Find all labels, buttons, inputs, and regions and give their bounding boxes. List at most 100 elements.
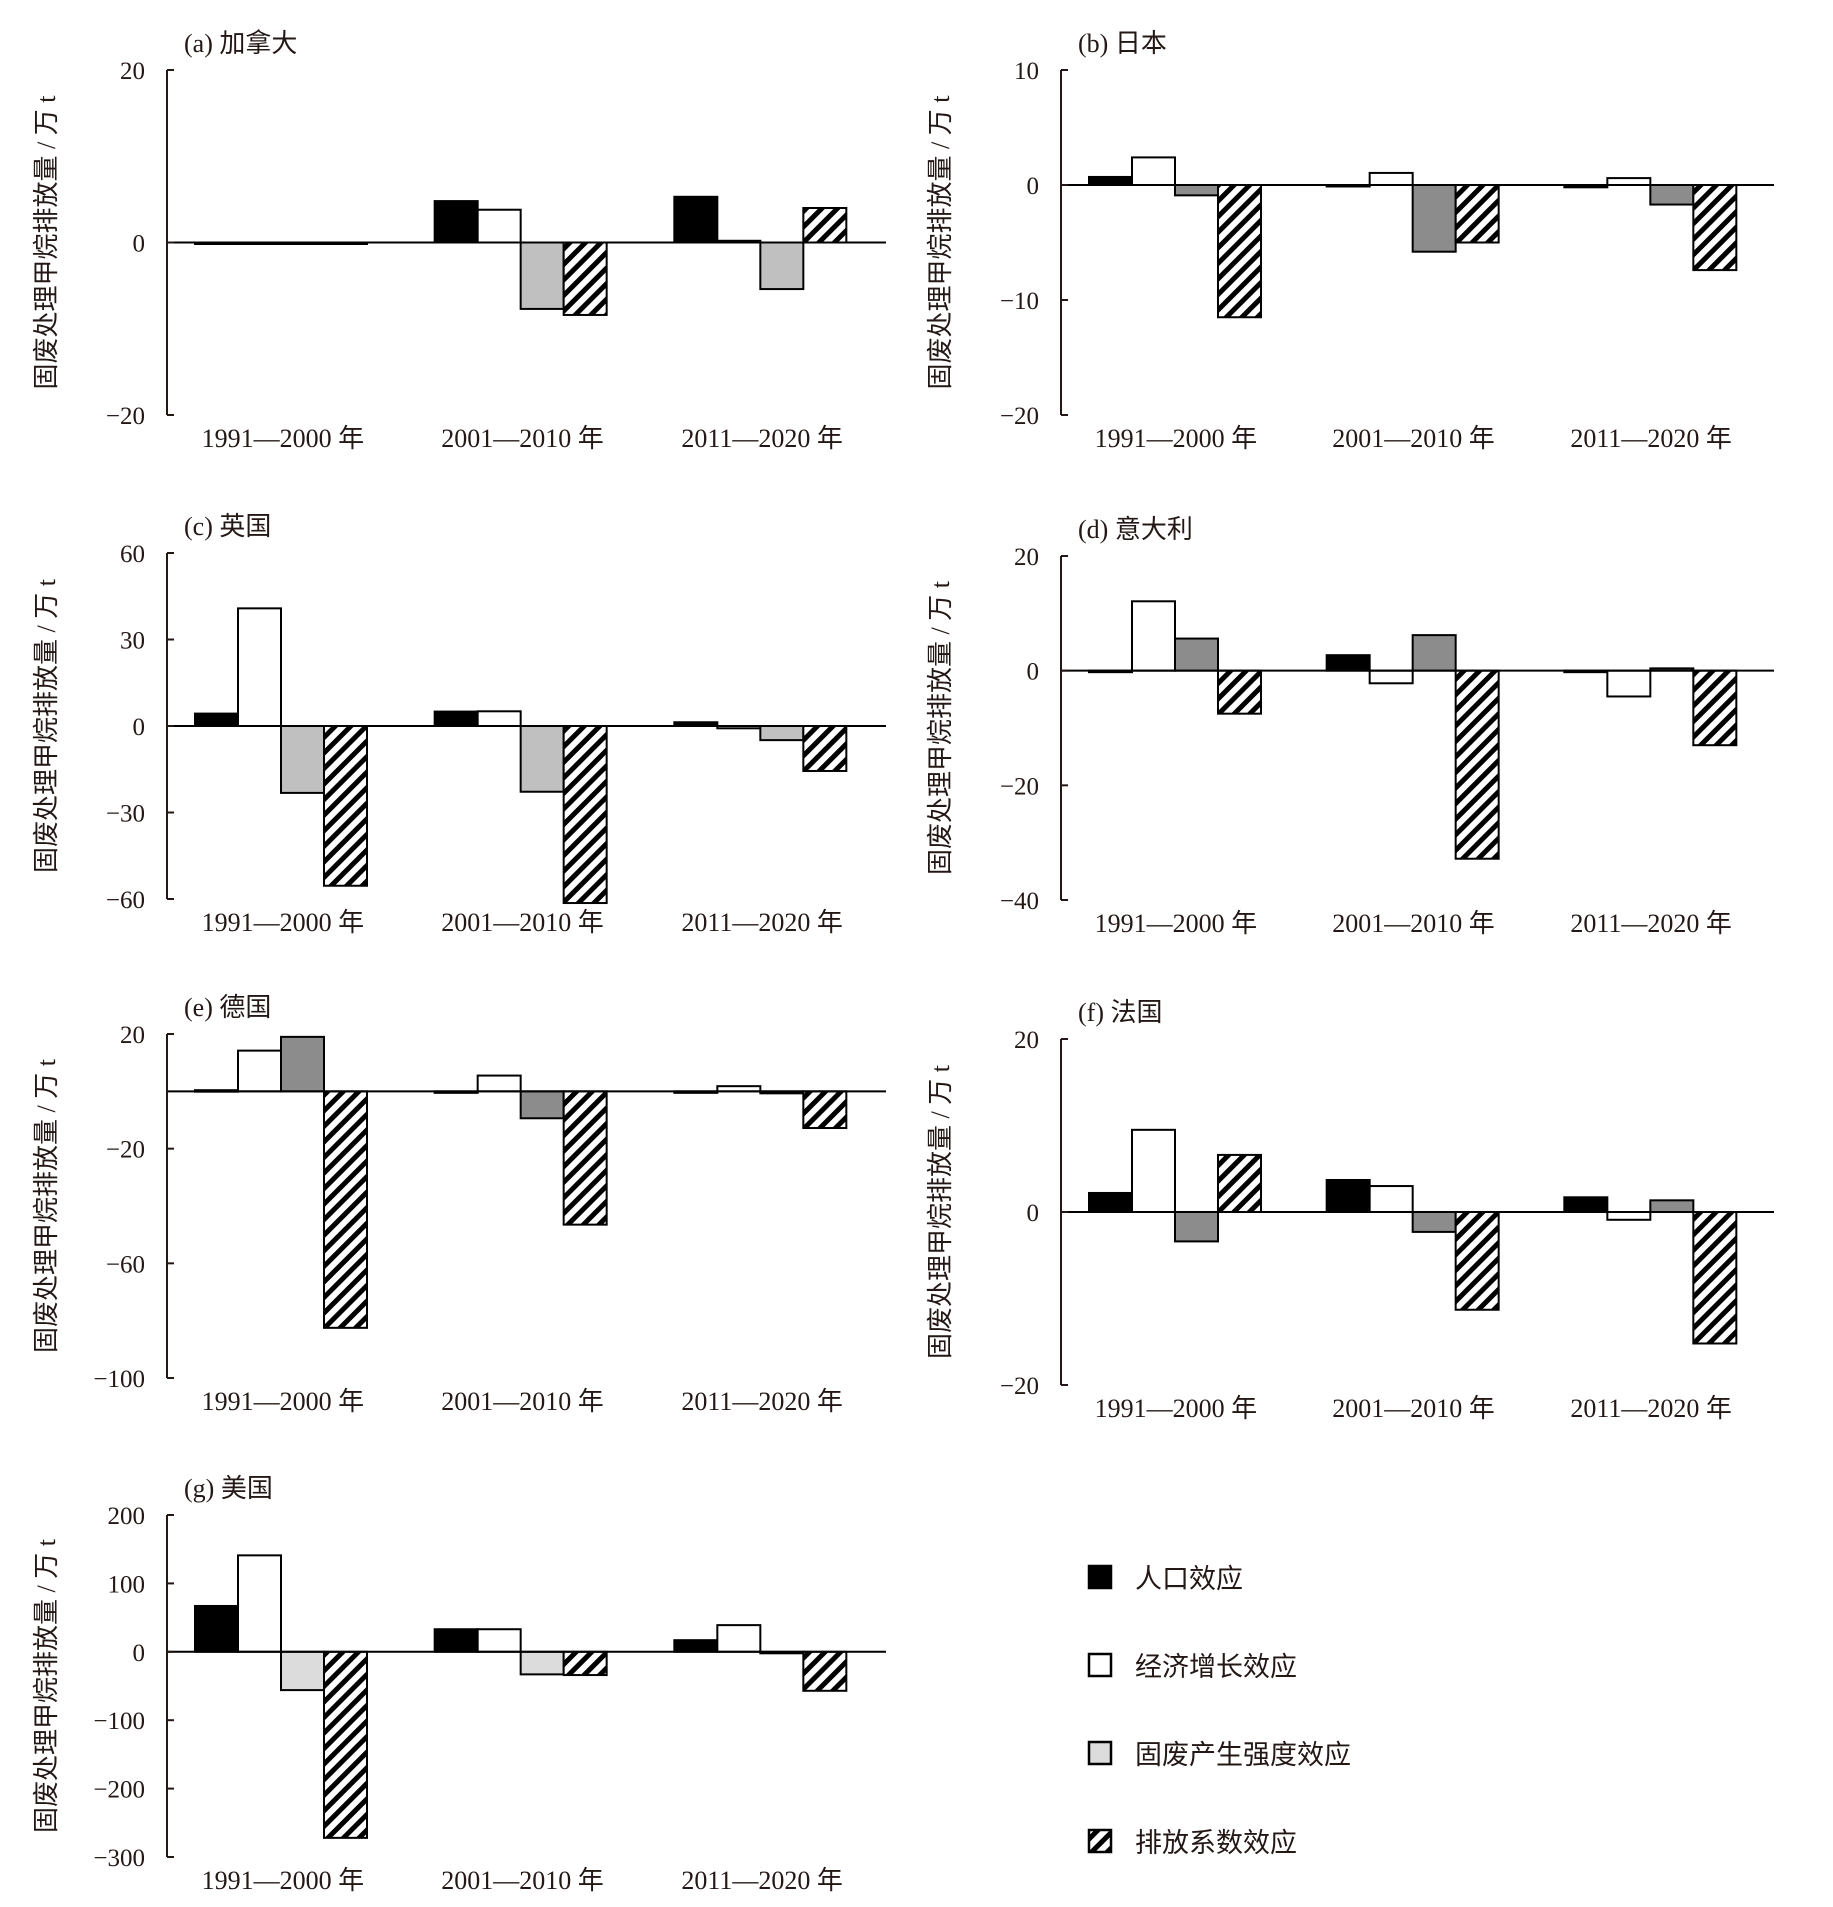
panel-title: (e) 德国: [184, 993, 271, 1022]
panel-title: (f) 法国: [1078, 998, 1162, 1027]
bar-population: [1563, 1196, 1609, 1214]
y-tick-label: −20: [1000, 773, 1039, 800]
legend-swatch-economic: [1087, 1652, 1113, 1678]
y-tick-label: 0: [1027, 173, 1040, 200]
y-axis-label: 固废处理甲烷排放量 / 万 t: [32, 95, 61, 390]
legend-swatch-emission-factor: [1087, 1828, 1113, 1854]
y-tick-label: −300: [93, 1845, 145, 1872]
bar-emission-factor: [802, 207, 848, 244]
y-tick-label: −20: [106, 1137, 145, 1164]
bar-intensity: [1649, 184, 1695, 206]
x-category-label: 2011—2020 年: [681, 908, 843, 937]
y-tick-label: −10: [1000, 288, 1039, 315]
bar-intensity: [1411, 1211, 1457, 1233]
y-tick-label: 10: [1014, 58, 1039, 85]
bar-population: [433, 1628, 479, 1653]
bar-intensity: [280, 1035, 325, 1093]
x-category-label: 1991—2000 年: [202, 424, 365, 453]
y-tick-label: 200: [108, 1503, 146, 1530]
bar-economic: [1368, 669, 1414, 685]
bar-population: [1088, 1191, 1133, 1213]
panel-title: (c) 英国: [184, 512, 271, 541]
y-tick-label: −40: [1000, 888, 1039, 915]
bar-intensity: [1649, 1199, 1695, 1214]
bar-population: [194, 1604, 239, 1653]
y-tick-label: 0: [1027, 659, 1040, 686]
y-tick-label: −200: [93, 1777, 145, 1804]
bar-emission-factor: [562, 1650, 608, 1677]
bar-population: [194, 712, 239, 728]
x-category-label: 1991—2000 年: [1095, 909, 1258, 938]
bar-intensity: [280, 725, 325, 794]
bar-population: [673, 195, 719, 244]
legend-label-intensity: 固废产生强度效应: [1135, 1740, 1351, 1770]
bar-emission-factor: [323, 1650, 368, 1839]
x-category-label: 2011—2020 年: [1570, 1394, 1732, 1423]
bar-emission-factor: [562, 1090, 608, 1226]
bar-intensity: [759, 241, 805, 291]
bar-emission-factor: [802, 1090, 848, 1130]
bar-economic: [1606, 669, 1652, 698]
x-category-label: 1991—2000 年: [202, 1866, 365, 1895]
panel-title: (d) 意大利: [1078, 515, 1193, 544]
bar-emission-factor: [1692, 669, 1738, 747]
x-category-label: 1991—2000 年: [1095, 424, 1258, 453]
bar-intensity: [759, 725, 805, 742]
y-tick-label: 0: [133, 714, 146, 741]
panel-title: (g) 美国: [184, 1474, 273, 1503]
y-axis-label: 固废处理甲烷排放量 / 万 t: [926, 580, 955, 875]
y-tick-label: 0: [133, 231, 146, 258]
bar-population: [433, 710, 479, 727]
bar-economic: [476, 208, 522, 244]
y-tick-label: 20: [120, 58, 145, 85]
bar-emission-factor: [1217, 669, 1262, 715]
y-tick-label: −60: [106, 887, 145, 914]
bar-intensity: [1174, 184, 1219, 197]
legend-swatch-intensity: [1087, 1740, 1113, 1766]
y-tick-label: −30: [106, 801, 145, 828]
y-axis-label: 固废处理甲烷排放量 / 万 t: [926, 95, 955, 390]
y-tick-label: 0: [1027, 1200, 1040, 1227]
y-tick-label: −100: [93, 1708, 145, 1735]
bar-population: [433, 200, 479, 244]
bar-emission-factor: [802, 1650, 848, 1692]
bar-economic: [476, 710, 522, 727]
bar-economic: [1606, 1211, 1652, 1221]
bar-economic: [1131, 600, 1176, 672]
x-category-label: 2011—2020 年: [681, 1866, 843, 1895]
legend-label-emission-factor: 排放系数效应: [1135, 1828, 1297, 1858]
x-category-label: 1991—2000 年: [1095, 1394, 1258, 1423]
x-category-label: 2001—2010 年: [441, 424, 604, 453]
y-axis-label: 固废处理甲烷排放量 / 万 t: [32, 1538, 61, 1833]
bar-intensity: [1174, 1211, 1219, 1243]
legend-swatch-population: [1087, 1564, 1113, 1590]
y-tick-label: −20: [1000, 403, 1039, 430]
bar-population: [1325, 1178, 1371, 1213]
x-category-label: 2001—2010 年: [441, 1866, 604, 1895]
x-category-label: 2011—2020 年: [1570, 424, 1732, 453]
bar-emission-factor: [802, 725, 848, 772]
bar-economic: [1131, 156, 1176, 186]
y-tick-label: 30: [120, 628, 145, 655]
panel-title: (b) 日本: [1078, 29, 1167, 58]
bar-emission-factor: [323, 1090, 368, 1329]
legend-label-population: 人口效应: [1135, 1564, 1243, 1594]
bar-intensity: [1411, 634, 1457, 672]
y-tick-label: −20: [106, 403, 145, 430]
y-axis-label: 固废处理甲烷排放量 / 万 t: [32, 578, 61, 873]
bar-emission-factor: [1454, 669, 1500, 860]
x-category-label: 2001—2010 年: [441, 1387, 604, 1416]
bar-economic: [237, 1554, 282, 1653]
y-tick-label: 20: [1014, 544, 1039, 571]
bar-population: [1088, 175, 1133, 186]
bar-intensity: [1411, 184, 1457, 253]
